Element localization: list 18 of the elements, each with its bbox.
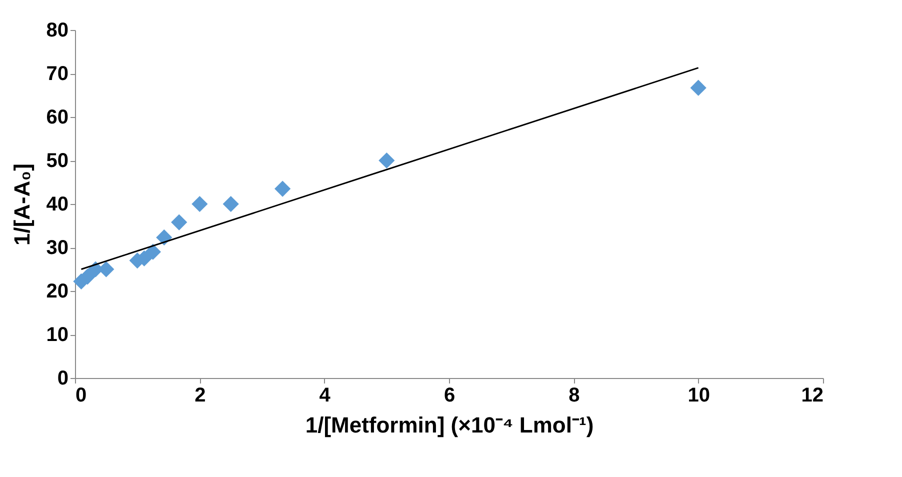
y-tick-label: 10 [46,324,68,346]
y-tick-label: 30 [46,237,68,259]
x-tick-label: 12 [801,384,824,406]
y-tick-label: 60 [46,106,68,128]
x-tick-label: 0 [76,384,87,406]
y-tick-label: 40 [46,194,68,216]
y-tick-label: 70 [46,63,68,85]
x-tick-label: 4 [319,384,332,406]
y-tick-label: 50 [46,150,68,172]
y-tick-label: 80 [46,20,68,42]
x-axis-title: 1/[Metformin] (×10⁻⁴ Lmol⁻¹) [305,412,594,438]
x-tick-label: 6 [444,384,456,406]
x-tick-label: 2 [194,384,206,406]
y-axis-title: 1/[A-A₀] [9,163,34,246]
x-tick-label: 8 [568,384,580,406]
x-tick-label: 10 [688,384,710,406]
y-tick-label: 0 [57,368,68,390]
y-tick-label: 20 [46,280,68,302]
